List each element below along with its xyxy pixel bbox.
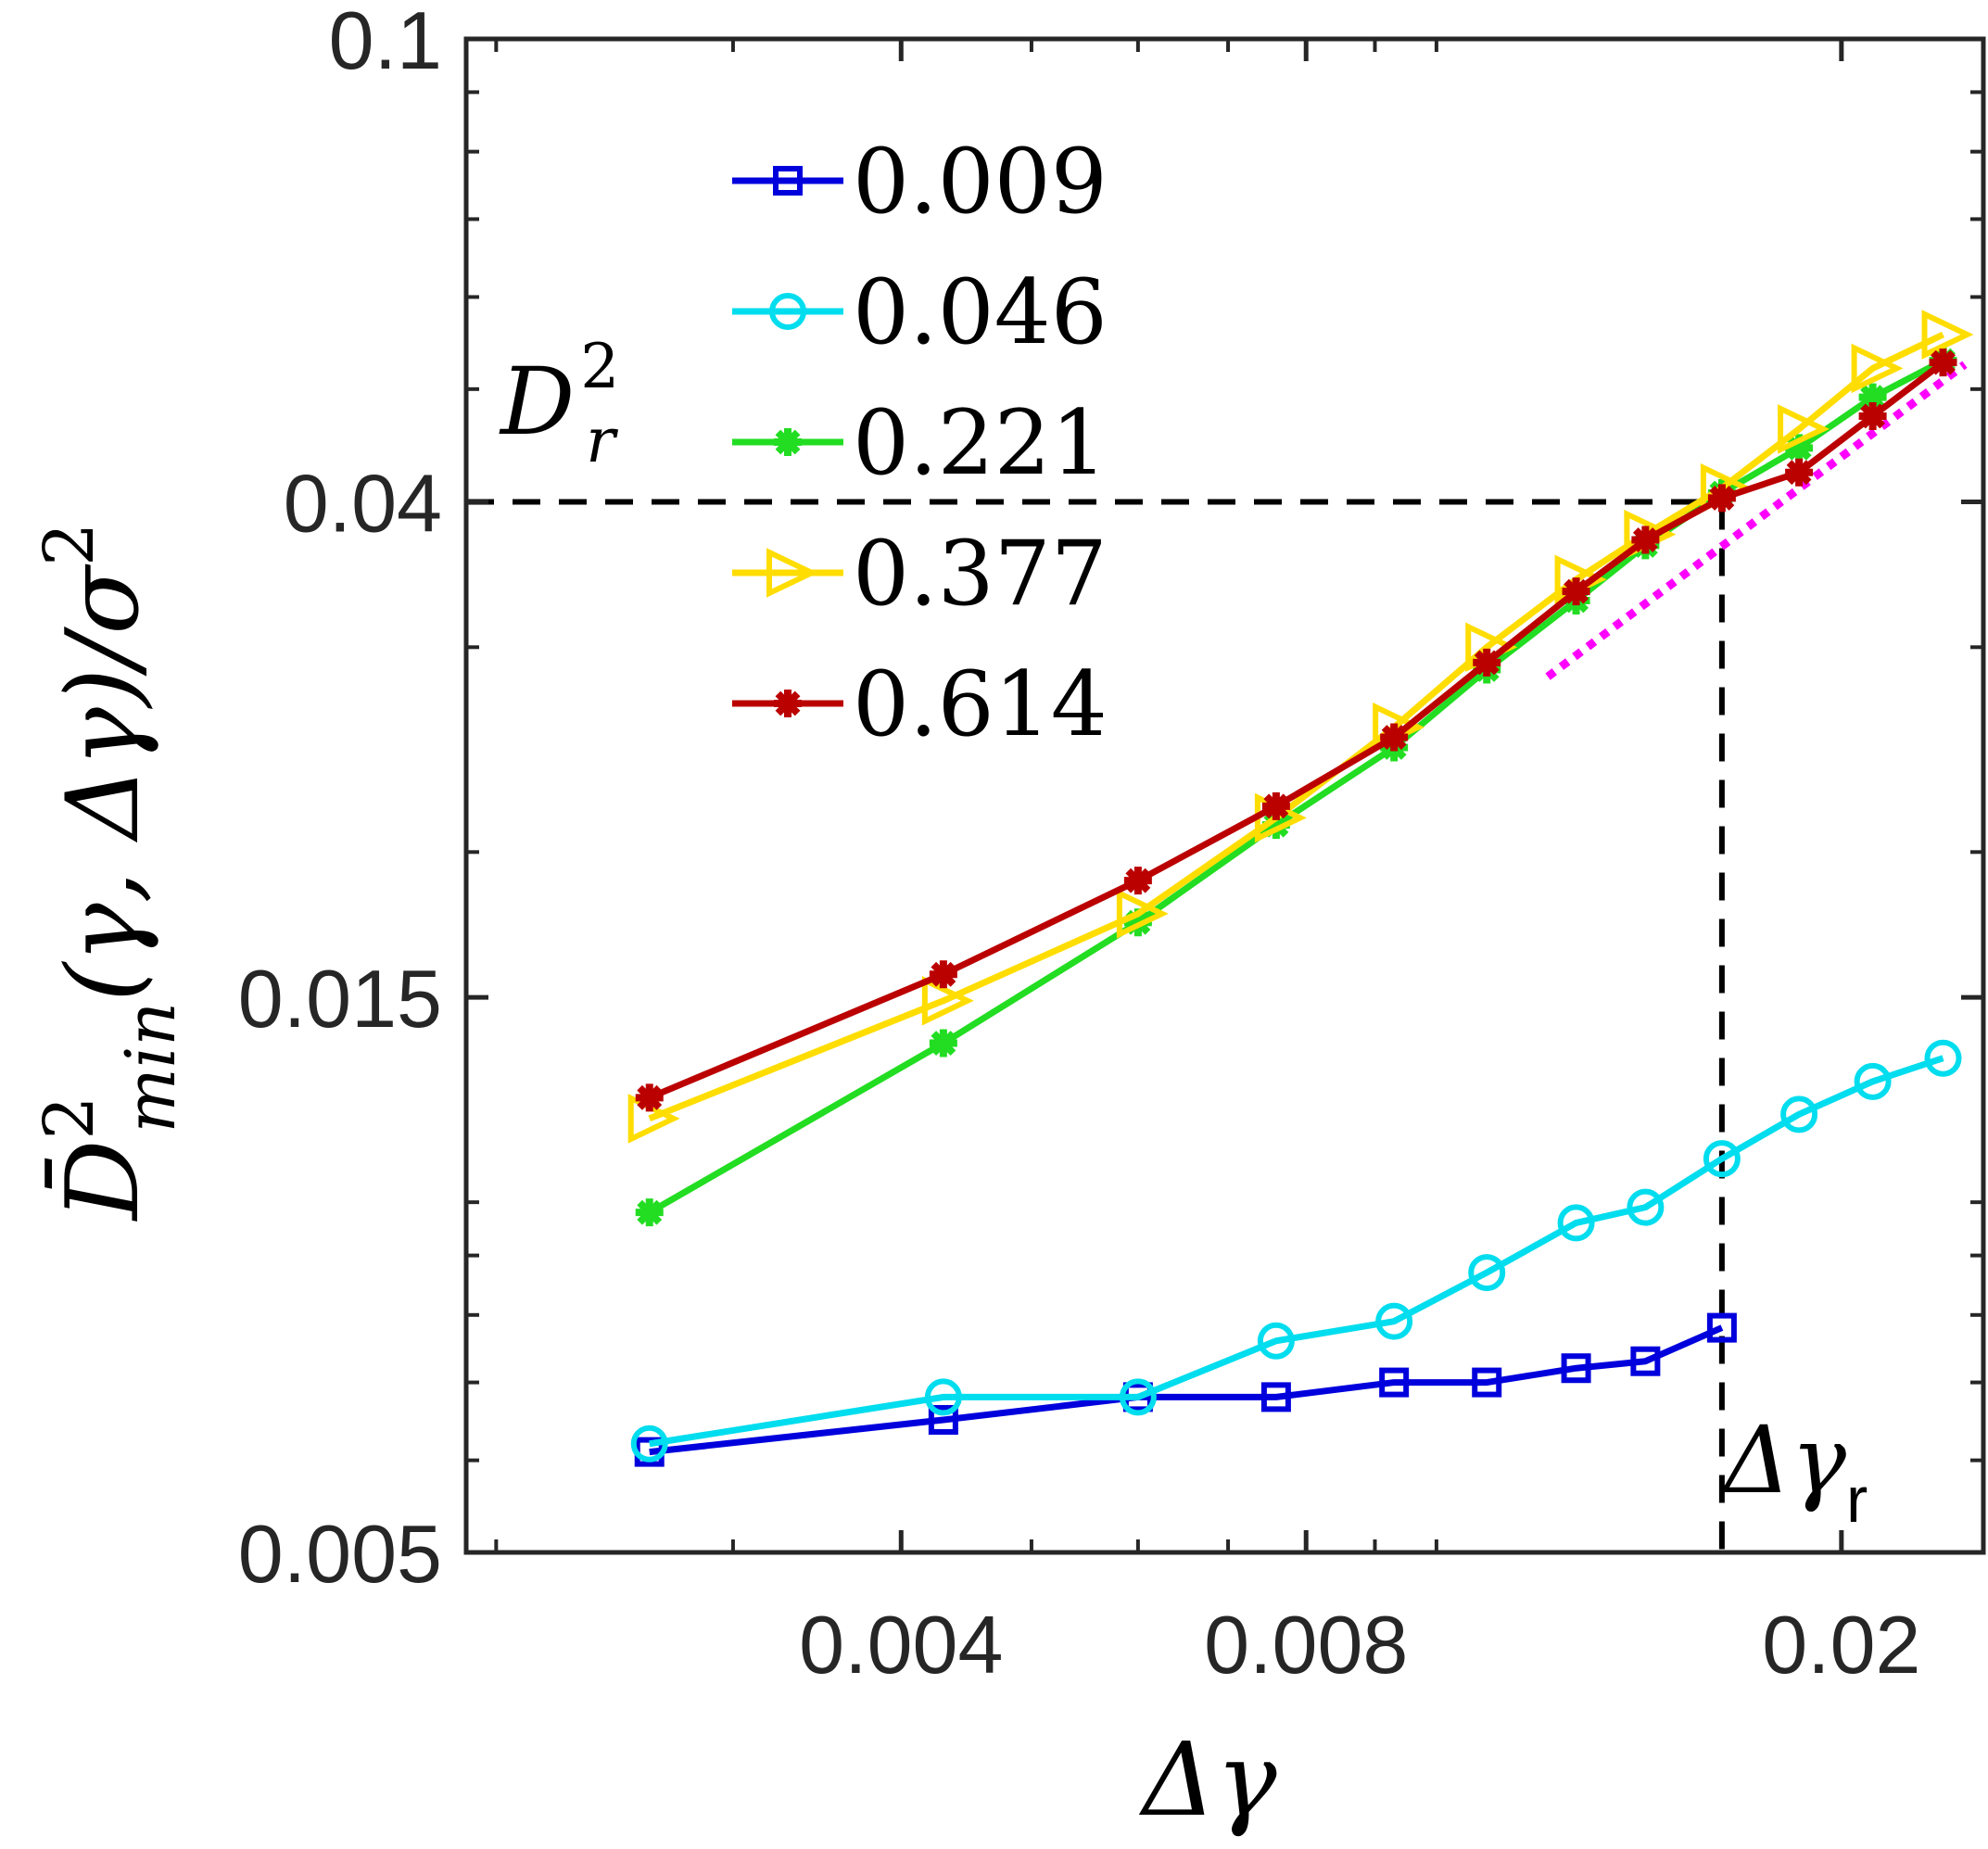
data-point-0.009 — [1630, 1346, 1661, 1376]
series-0.009 — [634, 1312, 1737, 1467]
legend-marker — [774, 690, 802, 717]
y-tick-label: 0.005 — [238, 1508, 442, 1600]
data-point-0.009 — [1706, 1312, 1737, 1343]
series-0.377 — [627, 310, 1974, 1144]
legend-marker — [774, 428, 802, 456]
series-line-0.221 — [647, 358, 1945, 1216]
dgr-main: Δγ — [1720, 1406, 1846, 1514]
series-line-0.377 — [648, 331, 1945, 1122]
data-point-0.614 — [1473, 648, 1501, 677]
dr-sup: 2 — [580, 331, 619, 402]
data-point-0.614 — [1929, 348, 1957, 377]
data-point-0.009 — [1260, 1382, 1291, 1412]
legend-item-0.221: 0.221 — [732, 391, 1108, 495]
legend: 0.009 0.046 0.221 0.377 0.614 — [732, 130, 1108, 756]
data-point-0.009 — [928, 1404, 958, 1435]
data-point-0.221 — [929, 1029, 957, 1057]
data-point-0.046 — [1854, 1062, 1892, 1100]
data-point-0.377 — [921, 976, 974, 1026]
data-point-0.614 — [1858, 401, 1887, 430]
data-point-0.377 — [1778, 404, 1830, 454]
legend-marker — [773, 166, 803, 196]
fit-layer — [466, 361, 1968, 1552]
legend-marker — [766, 548, 818, 598]
data-point-0.046 — [1375, 1302, 1413, 1340]
legend-label: 0.614 — [853, 652, 1108, 756]
data-point-0.614 — [929, 960, 957, 989]
data-point-0.614 — [1261, 792, 1290, 820]
data-point-0.614 — [1380, 723, 1409, 752]
dgr-annotation: Δγr — [1720, 1406, 1868, 1536]
y-axis-label: D̄2min(γ, Δγ)/σ2 — [30, 523, 191, 1222]
dr-annotation: D2 r — [499, 331, 619, 476]
dgr-sub: r — [1846, 1463, 1868, 1536]
data-point-0.046 — [1557, 1204, 1595, 1242]
data-point-0.009 — [1561, 1353, 1591, 1384]
data-point-0.221 — [635, 1198, 664, 1227]
y-label-rest-sup: 2 — [30, 523, 109, 566]
series-line-0.009 — [649, 1324, 1724, 1456]
legend-label: 0.377 — [853, 522, 1108, 626]
y-label-sup: 2 — [30, 1096, 109, 1140]
legend-label: 0.046 — [853, 260, 1108, 364]
data-point-0.614 — [1123, 867, 1152, 895]
data-point-0.046 — [1119, 1378, 1157, 1416]
series-0.614 — [635, 348, 1957, 1112]
data-point-0.614 — [1707, 484, 1736, 513]
data-point-0.046 — [1703, 1140, 1741, 1178]
data-point-0.614 — [1562, 577, 1590, 606]
x-tick-label: 0.008 — [1204, 1599, 1408, 1691]
data-point-0.377 — [1921, 310, 1974, 360]
legend-label: 0.221 — [853, 391, 1108, 495]
legend-item-0.009: 0.009 — [732, 130, 1108, 234]
legend-item-0.377: 0.377 — [732, 522, 1108, 626]
series-layer — [627, 310, 1974, 1467]
y-tick-label: 0.1 — [329, 0, 442, 86]
data-point-0.009 — [1472, 1367, 1502, 1398]
data-point-0.046 — [1627, 1188, 1665, 1226]
y-label-rest: (γ, Δγ)/σ — [45, 564, 161, 1002]
plot-frame — [463, 36, 1986, 1555]
series-0.046 — [630, 1039, 1962, 1463]
y-axis-label-group: D̄2min(γ, Δγ)/σ2 — [30, 523, 191, 1222]
data-point-0.614 — [1785, 458, 1814, 487]
y-tick-label: 0.04 — [284, 457, 442, 549]
data-point-0.221 — [1858, 383, 1887, 412]
axes-layer — [463, 36, 1986, 1555]
data-point-0.046 — [924, 1378, 962, 1416]
legend-marker — [769, 293, 806, 330]
y-tick-label: 0.015 — [238, 953, 442, 1045]
data-point-0.614 — [1631, 526, 1660, 554]
legend-item-0.614: 0.614 — [732, 652, 1108, 756]
legend-label: 0.009 — [853, 130, 1108, 234]
fit-line — [1545, 361, 1968, 680]
legend-item-0.046: 0.046 — [732, 260, 1108, 364]
tick-label-layer: 0.005 0.015 0.04 0.1 0.004 0.008 0.02 — [238, 0, 1921, 1691]
data-point-0.009 — [1379, 1367, 1410, 1398]
y-label-sub: min — [111, 1002, 191, 1133]
series-0.221 — [635, 347, 1957, 1227]
x-tick-label: 0.02 — [1762, 1599, 1920, 1691]
data-point-0.046 — [630, 1425, 668, 1463]
data-point-0.046 — [1257, 1322, 1295, 1360]
data-point-0.046 — [1780, 1095, 1818, 1133]
series-line-0.046 — [649, 1055, 1944, 1448]
dr-sub: r — [586, 405, 618, 476]
data-point-0.377 — [1851, 343, 1904, 394]
data-point-0.046 — [1468, 1254, 1506, 1292]
data-point-0.614 — [635, 1083, 664, 1112]
dr-main: D — [499, 348, 575, 456]
y-label-main: D̄ — [44, 1140, 161, 1222]
data-point-0.377 — [1116, 889, 1169, 939]
x-tick-label: 0.004 — [799, 1599, 1003, 1691]
series-line-0.614 — [648, 360, 1945, 1101]
x-axis-label: Δγ — [1138, 1720, 1276, 1839]
data-point-0.046 — [1924, 1039, 1962, 1077]
